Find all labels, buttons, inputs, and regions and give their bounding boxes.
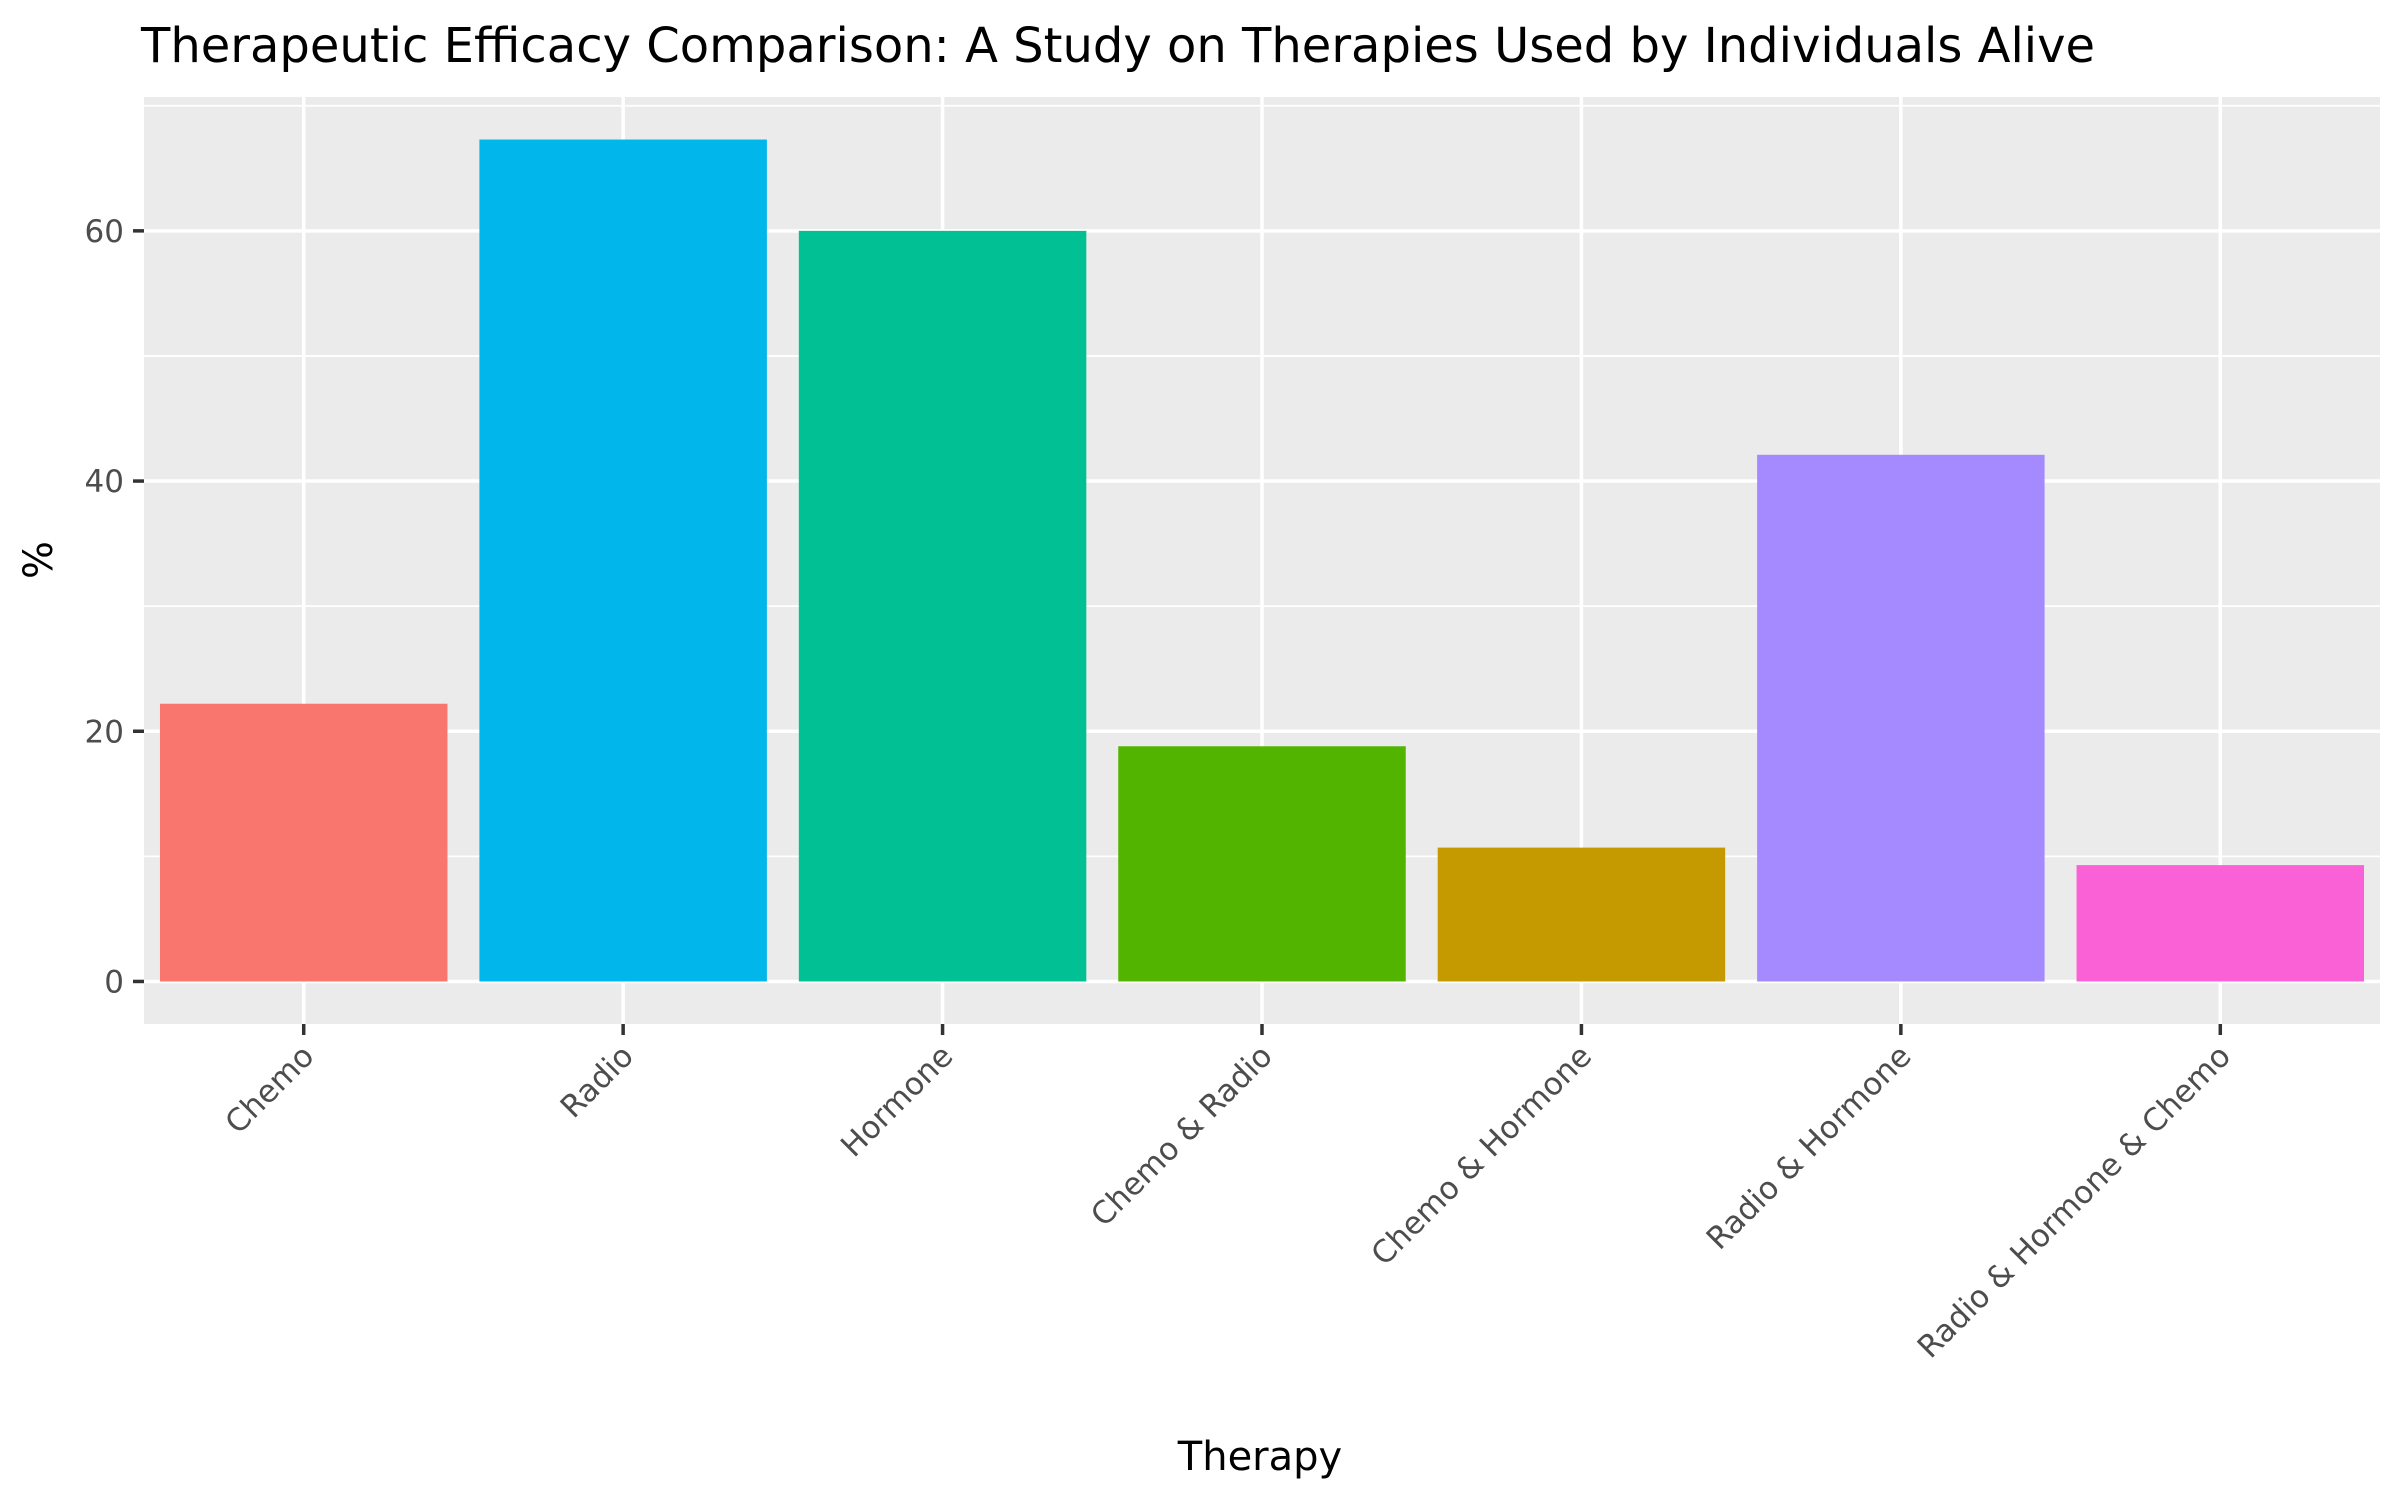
x-tick-label: Chemo (218, 1038, 321, 1141)
y-tick-label: 60 (85, 214, 124, 250)
bar (798, 230, 1087, 982)
x-axis: Chemo Radio Hormone Chemo & Radio Chemo & Ho… (218, 1024, 2238, 1365)
bar (2076, 865, 2365, 982)
y-axis-title: % (16, 541, 62, 579)
bar (159, 703, 448, 982)
bars (159, 139, 2365, 982)
x-tick-label: Hormone (834, 1038, 960, 1164)
bar (1757, 454, 2045, 982)
chart-title: Therapeutic Efficacy Comparison: A Study… (140, 18, 2095, 74)
y-tick-label: 0 (104, 964, 124, 1000)
bar (1437, 847, 1726, 982)
bar (1118, 746, 1406, 982)
x-tick-label: Radio (554, 1038, 641, 1125)
y-tick-label: 20 (85, 714, 124, 750)
x-axis-title: Therapy (1177, 1434, 1342, 1480)
bar (479, 139, 767, 982)
x-tick-label: Radio & Hormone (1700, 1038, 1919, 1257)
y-tick-label: 40 (85, 464, 124, 500)
x-tick-label: Chemo & Radio (1084, 1038, 1280, 1234)
y-axis: 0 20 40 60 (85, 214, 144, 1000)
x-tick-label: Radio & Hormone & Chemo (1911, 1038, 2238, 1365)
x-tick-label: Chemo & Hormone (1364, 1038, 1599, 1273)
